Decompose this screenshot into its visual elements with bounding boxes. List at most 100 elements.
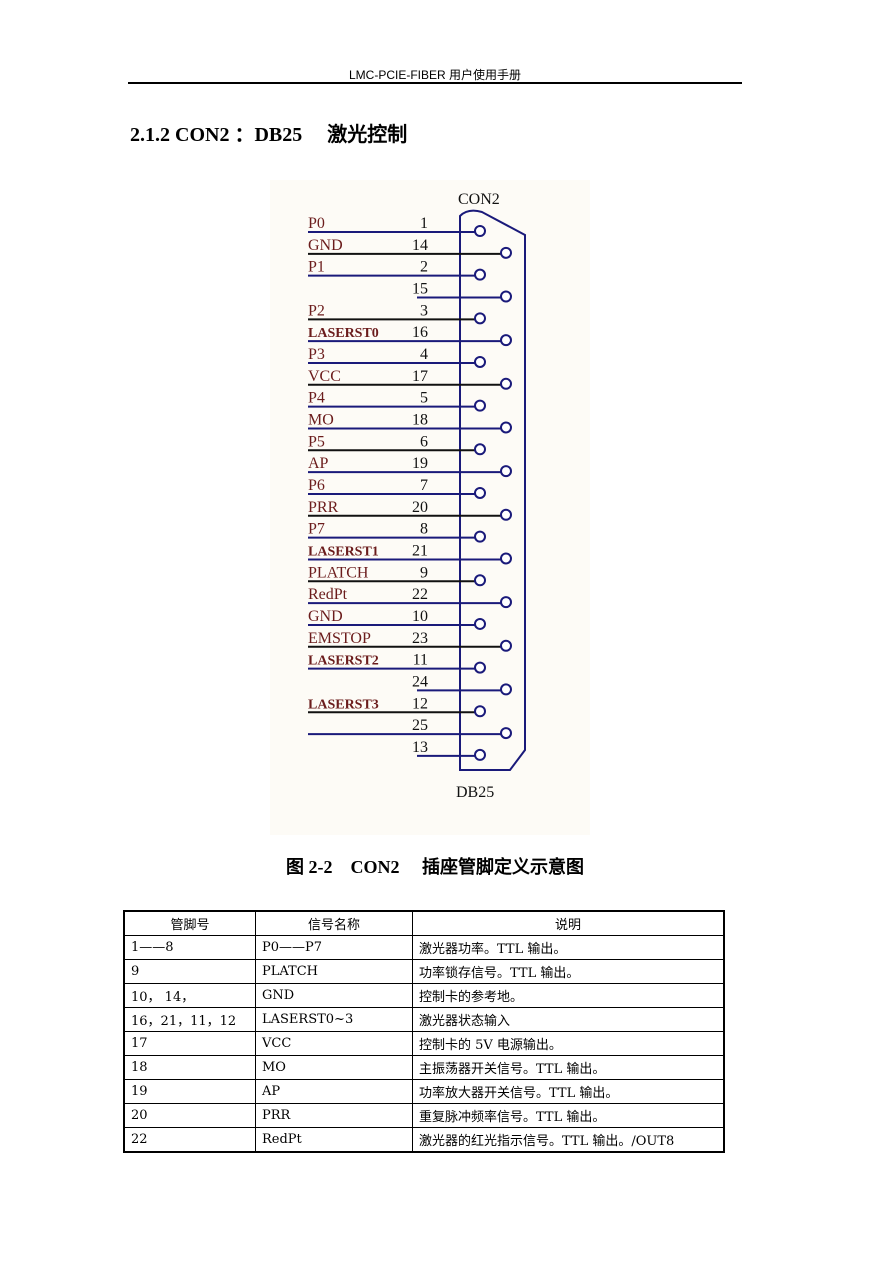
cell-pin: 20 xyxy=(123,1103,256,1128)
pin-signal-label: P6 xyxy=(308,477,325,494)
cell-signal: MO xyxy=(255,1055,413,1080)
pin-contact xyxy=(500,552,512,565)
pin-contact xyxy=(474,748,486,761)
pin-number: 10 xyxy=(412,608,428,625)
cell-signal: GND xyxy=(255,983,413,1008)
connector-type: DB25 xyxy=(456,784,494,801)
table-row: 10， 14， GND 控制卡的参考地。 xyxy=(123,983,725,1008)
pin-contact xyxy=(474,225,486,237)
pin-number: 12 xyxy=(412,695,428,712)
connector-shell xyxy=(459,209,526,771)
pin-number: 8 xyxy=(420,521,428,538)
pin-signal-label: P2 xyxy=(308,302,325,319)
pin-contact xyxy=(474,268,486,281)
table-row: 19 AP 功率放大器开关信号。TTL 输出。 xyxy=(123,1079,725,1104)
pin-contact xyxy=(500,290,512,303)
pin-contact xyxy=(474,486,486,499)
pin-number: 5 xyxy=(420,390,428,407)
header-rule xyxy=(128,82,742,84)
cell-pin: 16，21，11，12 xyxy=(123,1007,256,1032)
cell-pin: 17 xyxy=(123,1031,256,1056)
connector-schematic: CON2 DB25 1 P0 14 GND 2 P1 15 3 P2 16 LASERST0 4 P3 17 V… xyxy=(308,191,526,801)
cell-signal: PRR xyxy=(255,1103,413,1128)
pin-number: 24 xyxy=(412,673,428,690)
figure-caption: 图 2-2 CON2 插座管脚定义示意图 xyxy=(286,857,584,877)
cell-pin: 10， 14， xyxy=(123,983,256,1008)
cell-description: 激光器的红光指示信号。TTL 输出。/OUT8 xyxy=(412,1127,725,1153)
table-row: 18 MO 主振荡器开关信号。TTL 输出。 xyxy=(123,1055,725,1080)
cell-pin: 22 xyxy=(123,1127,256,1153)
pin-number: 2 xyxy=(420,259,428,276)
pin-signal-label: GND xyxy=(308,608,343,625)
header-description: 说明 xyxy=(412,910,725,936)
pin-number: 7 xyxy=(420,477,428,494)
pin-contact xyxy=(500,421,512,434)
cell-description: 控制卡的 5V 电源输出。 xyxy=(412,1031,725,1056)
pin-signal-label: RedPt xyxy=(308,586,348,603)
pin-number: 19 xyxy=(412,455,428,472)
pin-contact xyxy=(500,246,512,259)
pin-signal-label: LASERST3 xyxy=(308,697,379,712)
pin-signal-label: P0 xyxy=(308,215,325,232)
pin-number: 4 xyxy=(420,346,428,363)
pin-signal-label: PRR xyxy=(308,499,339,516)
pin-number: 22 xyxy=(412,586,428,603)
pin-signal-label: LASERST2 xyxy=(308,654,379,669)
pin-signal-label: P4 xyxy=(308,390,325,407)
table-row: 17 VCC 控制卡的 5V 电源输出。 xyxy=(123,1031,725,1056)
cell-signal: PLATCH xyxy=(255,959,413,984)
pin-contact xyxy=(474,443,486,456)
pin-number: 20 xyxy=(412,499,428,516)
cell-description: 主振荡器开关信号。TTL 输出。 xyxy=(412,1055,725,1080)
pin-contact xyxy=(500,639,512,652)
pin-table: 管脚号 信号名称 说明 1——8 P0——P7 激光器功率。TTL 输出。 9 PLAT… xyxy=(123,910,725,1153)
cell-description: 重复脉冲频率信号。TTL 输出。 xyxy=(412,1103,725,1128)
pin-number: 18 xyxy=(412,411,428,428)
pin-contact xyxy=(474,312,486,325)
pin-signal-label: VCC xyxy=(308,368,341,385)
pin-contact xyxy=(474,705,486,718)
pin-number: 16 xyxy=(412,324,428,341)
table-row: 16，21，11，12 LASERST0~3 激光器状态输入 xyxy=(123,1007,725,1032)
cell-description: 激光器状态输入 xyxy=(412,1007,725,1032)
pin-contact xyxy=(474,661,486,674)
cell-signal: RedPt xyxy=(255,1127,413,1153)
running-header: LMC-PCIE-FIBER 用户使用手册 xyxy=(348,68,521,82)
table-row: 1——8 P0——P7 激光器功率。TTL 输出。 xyxy=(123,935,725,960)
cell-pin: 9 xyxy=(123,959,256,984)
cell-signal: VCC xyxy=(255,1031,413,1056)
pin-contact xyxy=(500,465,512,478)
pin-number: 3 xyxy=(420,302,428,319)
pin-signal-label: GND xyxy=(308,237,343,254)
pin-number: 6 xyxy=(420,433,428,450)
pin-contact xyxy=(500,377,512,390)
pin-number: 25 xyxy=(412,717,428,734)
pin-number: 23 xyxy=(412,630,428,647)
pin-signal-label: LASERST0 xyxy=(308,326,379,341)
table-row: 20 PRR 重复脉冲频率信号。TTL 输出。 xyxy=(123,1103,725,1128)
pin-contact xyxy=(500,727,512,740)
pin-number: 9 xyxy=(420,564,428,581)
pin-signal-label: EMSTOP xyxy=(308,630,371,647)
pin-contact xyxy=(474,530,486,543)
pin-number: 11 xyxy=(413,652,428,669)
pin-signal-label: LASERST1 xyxy=(308,544,379,559)
pin-contact xyxy=(474,355,486,368)
pin-contact xyxy=(500,596,512,609)
pin-contact xyxy=(474,617,486,630)
table-row: 22 RedPt 激光器的红光指示信号。TTL 输出。/OUT8 xyxy=(123,1127,725,1153)
connector-name: CON2 xyxy=(458,191,500,208)
cell-description: 控制卡的参考地。 xyxy=(412,983,725,1008)
header-pin: 管脚号 xyxy=(123,910,256,936)
pin-contact xyxy=(500,683,512,696)
cell-description: 功率放大器开关信号。TTL 输出。 xyxy=(412,1079,725,1104)
pin-signal-label: P5 xyxy=(308,433,325,450)
pin-number: 1 xyxy=(420,215,428,232)
cell-description: 功率锁存信号。TTL 输出。 xyxy=(412,959,725,984)
pin-contact xyxy=(474,574,486,587)
cell-signal: LASERST0~3 xyxy=(255,1007,413,1032)
pin-number: 14 xyxy=(412,237,428,254)
pin-signal-label: AP xyxy=(308,455,329,472)
pin-number: 13 xyxy=(412,739,428,756)
